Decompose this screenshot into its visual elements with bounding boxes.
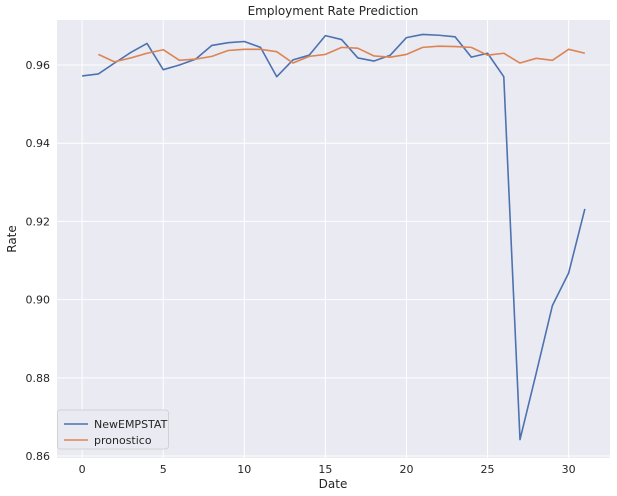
x-tick-label: 25 — [481, 463, 495, 476]
y-tick-label: 0.94 — [26, 137, 51, 150]
series-line-newempstat — [82, 33, 586, 441]
x-tick-label: 30 — [562, 463, 576, 476]
tick-labels: 0 5 10 15 20 25 30 0.86 0.88 0.90 0.92 0.94 0.96 — [26, 59, 576, 476]
x-tick-label: 10 — [237, 463, 251, 476]
grid — [57, 20, 610, 458]
legend-label-pronostico: pronostico — [94, 434, 152, 447]
y-tick-label: 0.88 — [26, 372, 51, 385]
plot-background — [57, 20, 610, 458]
x-tick-label: 20 — [399, 463, 413, 476]
y-tick-label: 0.86 — [26, 450, 51, 463]
y-tick-label: 0.92 — [26, 215, 51, 228]
y-axis-label: Rate — [5, 225, 19, 253]
x-axis-label: Date — [319, 477, 348, 491]
y-tick-label: 0.96 — [26, 59, 51, 72]
series-line-pronostico — [98, 45, 586, 64]
x-tick-label: 15 — [318, 463, 332, 476]
x-tick-label: 5 — [160, 463, 167, 476]
chart-title: Employment Rate Prediction — [248, 4, 419, 18]
x-tick-label: 0 — [79, 463, 86, 476]
legend: NewEMPSTAT pronostico — [57, 409, 169, 450]
y-tick-label: 0.90 — [26, 294, 51, 307]
legend-label-newempstat: NewEMPSTAT — [94, 418, 168, 431]
series-lines — [82, 33, 586, 441]
